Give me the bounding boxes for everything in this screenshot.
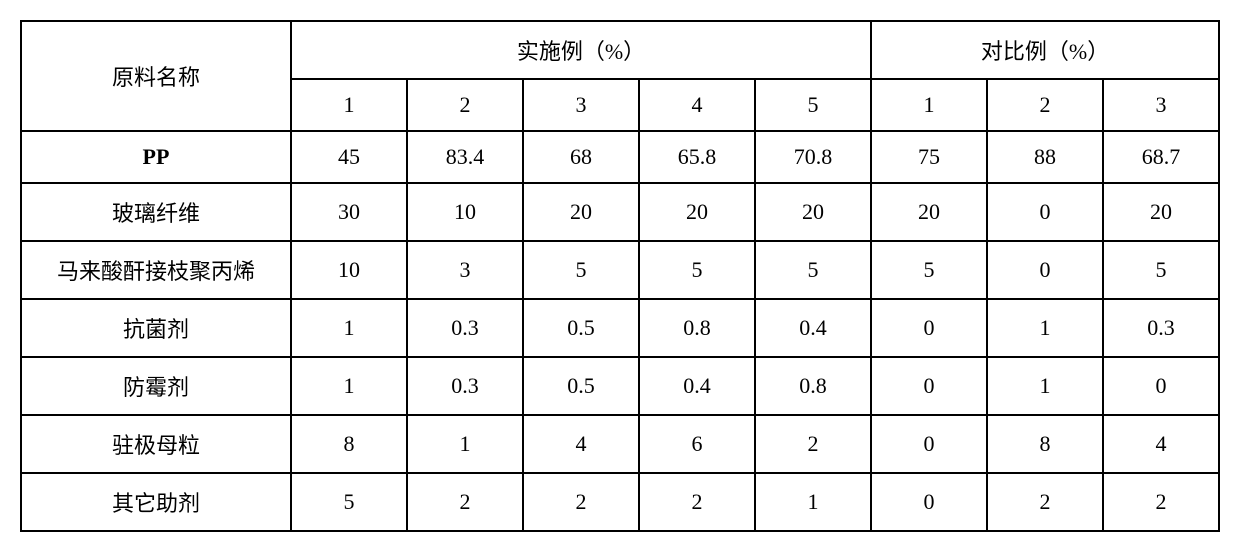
data-cell: 2: [1103, 473, 1219, 531]
col-header: 4: [639, 79, 755, 131]
data-cell: 1: [987, 357, 1103, 415]
data-cell: 0.4: [639, 357, 755, 415]
data-cell: 65.8: [639, 131, 755, 183]
col-header: 3: [1103, 79, 1219, 131]
data-cell: 0.8: [755, 357, 871, 415]
data-cell: 2: [755, 415, 871, 473]
data-cell: 1: [407, 415, 523, 473]
table-row: 抗菌剂10.30.50.80.4010.3: [21, 299, 1219, 357]
data-cell: 0.5: [523, 299, 639, 357]
data-cell: 0: [871, 357, 987, 415]
data-cell: 0: [987, 183, 1103, 241]
data-cell: 0.4: [755, 299, 871, 357]
data-cell: 1: [291, 299, 407, 357]
table-body: PP4583.46865.870.8758868.7玻璃纤维3010202020…: [21, 131, 1219, 531]
data-cell: 2: [407, 473, 523, 531]
data-cell: 75: [871, 131, 987, 183]
row-label: 防霉剂: [21, 357, 291, 415]
table-row: PP4583.46865.870.8758868.7: [21, 131, 1219, 183]
data-cell: 0.3: [1103, 299, 1219, 357]
row-label: PP: [21, 131, 291, 183]
data-cell: 0: [871, 299, 987, 357]
data-cell: 5: [291, 473, 407, 531]
data-cell: 5: [1103, 241, 1219, 299]
data-cell: 6: [639, 415, 755, 473]
data-cell: 1: [987, 299, 1103, 357]
data-cell: 88: [987, 131, 1103, 183]
row-label: 玻璃纤维: [21, 183, 291, 241]
data-cell: 83.4: [407, 131, 523, 183]
col-header: 2: [987, 79, 1103, 131]
row-label: 驻极母粒: [21, 415, 291, 473]
table-row: 驻极母粒81462084: [21, 415, 1219, 473]
data-cell: 0: [987, 241, 1103, 299]
data-cell: 10: [407, 183, 523, 241]
col-header: 1: [291, 79, 407, 131]
data-cell: 3: [407, 241, 523, 299]
data-cell: 8: [291, 415, 407, 473]
data-cell: 0: [871, 473, 987, 531]
row-header-label: 原料名称: [21, 21, 291, 131]
data-cell: 5: [871, 241, 987, 299]
group-header-examples: 实施例（%）: [291, 21, 871, 79]
data-cell: 68.7: [1103, 131, 1219, 183]
data-cell: 5: [639, 241, 755, 299]
data-cell: 2: [639, 473, 755, 531]
data-cell: 0: [1103, 357, 1219, 415]
data-cell: 70.8: [755, 131, 871, 183]
data-cell: 0: [871, 415, 987, 473]
data-cell: 4: [523, 415, 639, 473]
data-cell: 20: [755, 183, 871, 241]
table-row: 玻璃纤维301020202020020: [21, 183, 1219, 241]
data-cell: 1: [291, 357, 407, 415]
group-header-comparisons: 对比例（%）: [871, 21, 1219, 79]
data-cell: 20: [1103, 183, 1219, 241]
col-header: 3: [523, 79, 639, 131]
data-cell: 68: [523, 131, 639, 183]
composition-table: 原料名称 实施例（%） 对比例（%） 1 2 3 4 5 1 2 3 PP458…: [20, 20, 1220, 532]
data-cell: 2: [523, 473, 639, 531]
header-row-1: 原料名称 实施例（%） 对比例（%）: [21, 21, 1219, 79]
data-cell: 8: [987, 415, 1103, 473]
data-cell: 20: [871, 183, 987, 241]
col-header: 5: [755, 79, 871, 131]
row-label: 其它助剂: [21, 473, 291, 531]
data-cell: 20: [639, 183, 755, 241]
table-row: 其它助剂52221022: [21, 473, 1219, 531]
data-cell: 0.8: [639, 299, 755, 357]
data-cell: 0.3: [407, 299, 523, 357]
data-cell: 30: [291, 183, 407, 241]
col-header: 1: [871, 79, 987, 131]
data-cell: 5: [523, 241, 639, 299]
data-cell: 0.5: [523, 357, 639, 415]
table-row: 马来酸酐接枝聚丙烯103555505: [21, 241, 1219, 299]
table-row: 防霉剂10.30.50.40.8010: [21, 357, 1219, 415]
data-cell: 5: [755, 241, 871, 299]
data-cell: 10: [291, 241, 407, 299]
data-cell: 20: [523, 183, 639, 241]
data-cell: 45: [291, 131, 407, 183]
row-label: 抗菌剂: [21, 299, 291, 357]
data-cell: 0.3: [407, 357, 523, 415]
row-label: 马来酸酐接枝聚丙烯: [21, 241, 291, 299]
col-header: 2: [407, 79, 523, 131]
data-cell: 1: [755, 473, 871, 531]
data-cell: 4: [1103, 415, 1219, 473]
data-cell: 2: [987, 473, 1103, 531]
